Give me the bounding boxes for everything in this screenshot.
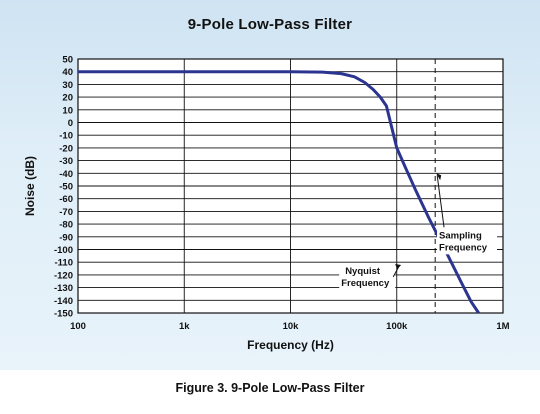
- x-tick-label: 100k: [386, 321, 408, 332]
- annotation-line: Frequency: [341, 278, 390, 289]
- y-tick-label: -140: [54, 296, 73, 307]
- y-tick-label: -120: [54, 270, 73, 281]
- x-tick-label: 1k: [179, 321, 190, 332]
- y-tick-label: 30: [62, 80, 73, 91]
- y-tick-label: -60: [59, 194, 73, 205]
- y-tick-label: -110: [55, 258, 74, 269]
- arrow-head: [395, 264, 402, 270]
- nyquist-frequency-annotation: Nyquist Frequency: [339, 263, 402, 290]
- figure-caption: Figure 3. 9-Pole Low-Pass Filter: [175, 381, 365, 395]
- annotation-line: Sampling: [439, 230, 482, 241]
- x-tick-label: 1M: [496, 321, 509, 332]
- annotation-line: Frequency: [439, 242, 488, 253]
- y-tick-label: -40: [59, 169, 73, 180]
- annotation-bg: [339, 263, 396, 290]
- tick-labels: 50403020100-10-20-30-40-50-60-70-80-90-1…: [54, 55, 510, 333]
- chart-title: 9-Pole Low-Pass Filter: [187, 16, 353, 33]
- y-tick-label: 40: [62, 67, 73, 78]
- annotation-label: Sampling Frequency: [439, 230, 488, 253]
- y-tick-label: 0: [68, 118, 73, 129]
- y-tick-label: -90: [59, 232, 73, 243]
- sampling-frequency-annotation: Sampling Frequency: [436, 173, 498, 255]
- annotation-arrow: [436, 175, 445, 228]
- y-tick-label: -70: [59, 207, 73, 218]
- arrow-head: [436, 173, 442, 181]
- y-tick-label: -20: [59, 143, 73, 154]
- series-line: [78, 70, 480, 314]
- y-tick-label: -100: [54, 245, 73, 256]
- y-tick-label: 50: [62, 55, 73, 66]
- x-axis-label: Frequency (Hz): [247, 338, 334, 352]
- y-tick-label: -130: [54, 283, 73, 294]
- annotation-label: Nyquist Frequency: [341, 266, 390, 289]
- grid: [77, 58, 504, 314]
- y-tick-label: -80: [59, 220, 73, 231]
- y-tick-label: 10: [62, 105, 73, 116]
- y-tick-label: -50: [59, 182, 73, 193]
- y-tick-label: -10: [59, 131, 73, 142]
- y-axis-label: Noise (dB): [23, 156, 37, 216]
- chart-svg: 50403020100-10-20-30-40-50-60-70-80-90-1…: [23, 55, 510, 353]
- y-tick-label: -30: [59, 156, 73, 167]
- y-tick-label: -150: [54, 309, 73, 320]
- x-tick-label: 100: [70, 321, 86, 332]
- annotation-line: Nyquist: [345, 266, 381, 277]
- x-tick-label: 10k: [283, 321, 300, 332]
- annotation-bg: [437, 228, 498, 255]
- y-tick-label: 20: [62, 93, 73, 104]
